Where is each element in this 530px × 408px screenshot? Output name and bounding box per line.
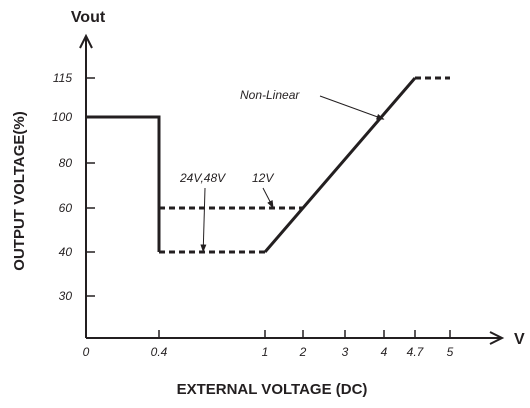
series-lines (86, 76, 450, 254)
annotation-arrow (319, 95, 385, 120)
y-axis-name: Vout (71, 9, 106, 26)
y-tick-label: 60 (59, 201, 73, 215)
x-tick-label: 5 (447, 345, 454, 359)
series-line-solid (86, 115, 161, 252)
x-tick-label: 4.7 (407, 345, 425, 359)
x-ticks: 0 0.4 1 2 3 4 4.7 5 (83, 330, 454, 359)
y-axis-arrow-icon (79, 33, 93, 49)
annotation-arrow (262, 187, 274, 209)
y-tick-label: 30 (59, 289, 73, 303)
x-tick-label: 0.4 (151, 345, 168, 359)
annotation-label: Non-Linear (240, 88, 300, 102)
annotation-label: 12V (252, 171, 274, 185)
y-tick-label: 115 (53, 71, 72, 85)
annotations: Non-Linear 24V,48V 12V (179, 88, 385, 253)
y-tick-label: 100 (52, 110, 72, 124)
x-axis-arrow-icon (489, 331, 505, 345)
y-ticks: 30 40 60 80 100 115 (52, 71, 95, 303)
x-tick-label: 0 (83, 345, 90, 359)
x-axis-name: V (514, 331, 525, 348)
series-line-solid (263, 77, 417, 253)
y-axis-label: OUTPUT VOLTAGE(%) (11, 111, 28, 270)
x-tick-label: 4 (381, 345, 388, 359)
annotation-arrow (200, 187, 207, 253)
y-tick-label: 40 (59, 245, 73, 259)
annotation-label: 24V,48V (179, 171, 226, 185)
x-tick-label: 1 (262, 345, 269, 359)
x-tick-label: 3 (342, 345, 349, 359)
x-tick-label: 2 (299, 345, 307, 359)
y-tick-label: 80 (59, 156, 73, 170)
x-axis-label: EXTERNAL VOLTAGE (DC) (177, 381, 368, 398)
